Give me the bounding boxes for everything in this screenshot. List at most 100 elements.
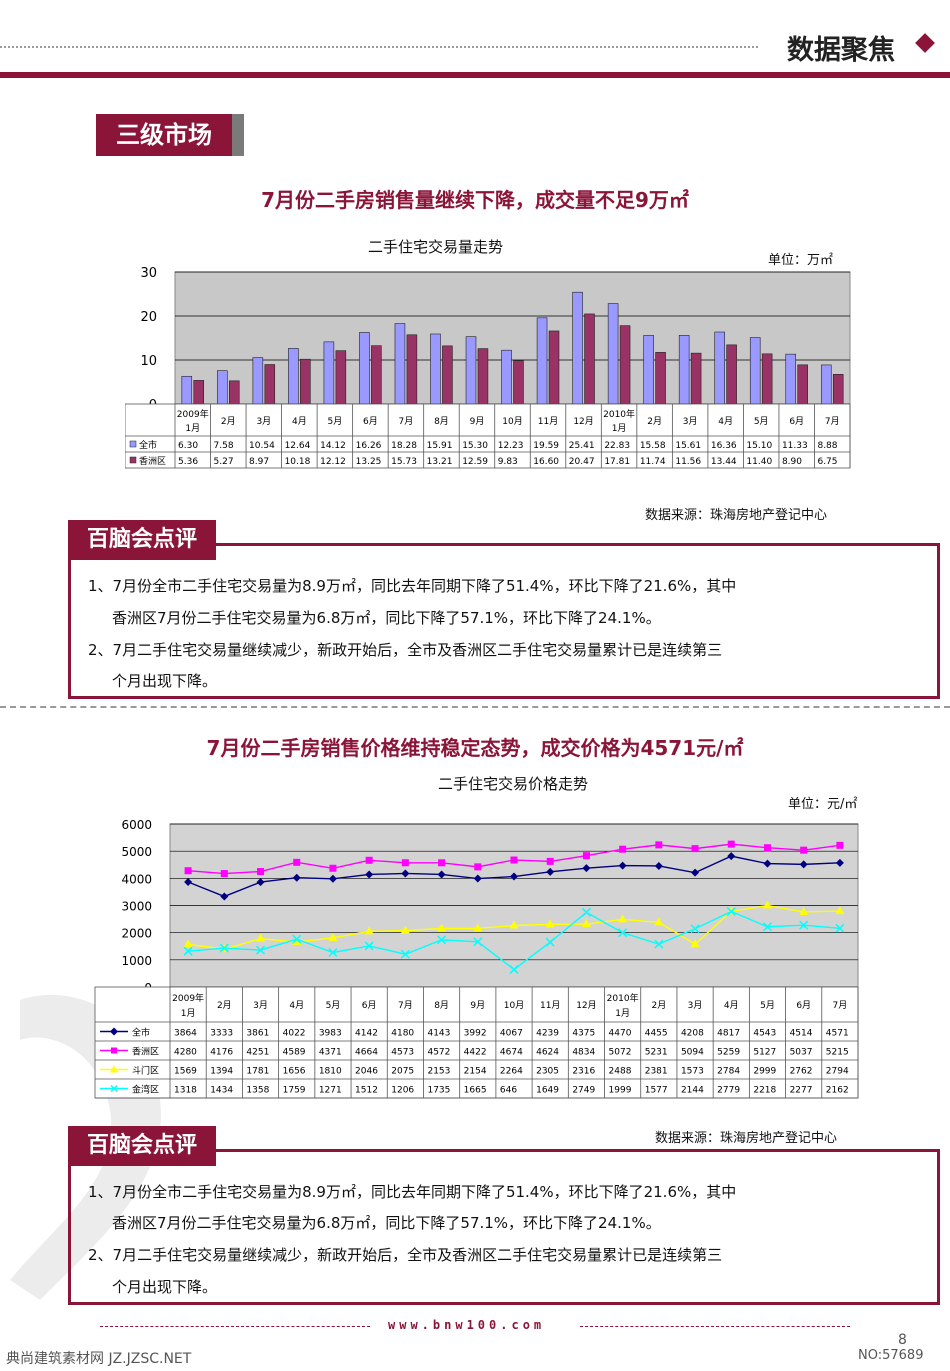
point-x — [545, 937, 555, 947]
point-diamond — [256, 878, 265, 887]
x-tick-label: 7月 — [398, 1000, 413, 1011]
data-label: 13.21 — [427, 457, 453, 467]
data-label: 1656 — [283, 1067, 306, 1077]
data-label: 1573 — [681, 1067, 704, 1077]
x-tick-label: 2009年 — [177, 408, 209, 420]
data-label: 8.97 — [249, 457, 269, 467]
bar-xiangzhou — [228, 380, 240, 405]
data-label: 4834 — [572, 1048, 595, 1058]
point-square — [257, 868, 265, 876]
y-tick-label: 10 — [140, 354, 157, 369]
comment1-line-3: 2、7月二手住宅交易量继续减少，新政开始后，全市及香洲区二手住宅交易量累计已是连… — [88, 641, 723, 659]
data-label: 2316 — [572, 1067, 595, 1077]
point-triangle — [545, 919, 555, 928]
data-label: 15.73 — [391, 457, 417, 467]
data-label: 4067 — [500, 1029, 523, 1039]
point-square — [582, 852, 590, 860]
section-tag-shadow — [232, 114, 244, 156]
data-label: 8.90 — [782, 457, 802, 467]
data-label: 2154 — [464, 1067, 487, 1077]
point-triangle — [799, 906, 809, 915]
data-label: 1810 — [319, 1067, 342, 1077]
x-tick-label: 9月 — [470, 1000, 485, 1011]
y-tick-label: 4000 — [121, 872, 152, 886]
data-label: 2162 — [826, 1086, 849, 1096]
bar-all-city — [714, 331, 725, 405]
x-tick-label: 3月 — [253, 1000, 268, 1011]
data-label: 16.36 — [711, 441, 737, 451]
legend-label: 斗门区 — [132, 1065, 159, 1077]
data-label: 4543 — [753, 1029, 776, 1039]
data-label: 4572 — [427, 1048, 450, 1058]
point-triangle — [473, 923, 483, 932]
comment2-box — [68, 1149, 940, 1305]
bar-all-city — [785, 353, 797, 405]
data-label: 7.58 — [214, 441, 234, 451]
point-diamond — [365, 870, 374, 879]
x-tick-label: 2月 — [651, 1000, 666, 1011]
bar-all-city — [643, 335, 654, 405]
x-tick-label: 6月 — [363, 416, 378, 427]
data-label: 1781 — [246, 1067, 269, 1077]
data-label: 4624 — [536, 1048, 559, 1058]
point-x — [364, 941, 374, 951]
point-x — [690, 924, 700, 934]
footer-rule-left — [100, 1326, 370, 1327]
bar-all-city — [181, 375, 193, 405]
data-label: 2144 — [681, 1086, 704, 1096]
data-label: 13.25 — [356, 457, 382, 467]
data-label: 25.41 — [569, 441, 595, 451]
chart2-source: 数据来源：珠海房地产登记中心 — [655, 1131, 838, 1146]
data-label: 8.88 — [817, 441, 837, 451]
data-label: 3992 — [464, 1029, 487, 1039]
x-tick-label: 4月 — [718, 416, 733, 427]
data-label: 5259 — [717, 1048, 740, 1058]
point-diamond — [691, 868, 700, 877]
data-label: 5231 — [645, 1048, 668, 1058]
point-triangle — [364, 926, 374, 935]
bar-all-city — [359, 332, 370, 405]
data-label: 11.56 — [675, 457, 701, 467]
y-tick-label: 5000 — [121, 845, 152, 859]
x-tick-label: 1月 — [615, 1008, 630, 1019]
data-label: 20.47 — [569, 457, 595, 467]
chart2-title: 二手住宅交易价格走势 — [438, 775, 589, 793]
footer-url[interactable]: www.bnw100.com — [388, 1318, 546, 1332]
comment2-line-1: 1、7月份全市二手住宅交易量为8.9万㎡，同比去年同期下降了51.4%，环比下降… — [88, 1183, 737, 1201]
header-bar — [0, 72, 950, 78]
point-diamond — [799, 860, 808, 869]
x-tick-label: 2月 — [647, 416, 662, 427]
point-triangle — [835, 906, 845, 915]
data-label: 4251 — [246, 1048, 269, 1058]
point-square — [619, 845, 627, 853]
comment2-line-2: 香洲区7月份二手住宅交易量为6.8万㎡，同比下降了57.1%，环比下降了24.1… — [112, 1214, 661, 1232]
data-label: 2153 — [427, 1067, 450, 1077]
legend-label: 香洲区 — [132, 1047, 159, 1058]
data-label: 4571 — [826, 1029, 849, 1039]
data-label: 3333 — [210, 1029, 233, 1039]
data-label: 4142 — [355, 1029, 378, 1039]
x-tick-label: 4月 — [289, 1000, 304, 1011]
comment2-line-3: 2、7月二手住宅交易量继续减少，新政开始后，全市及香洲区二手住宅交易量累计已是连… — [88, 1246, 723, 1264]
point-square — [293, 858, 301, 866]
data-label: 17.81 — [604, 457, 630, 467]
bar-xiangzhou — [761, 353, 773, 405]
data-label: 646 — [500, 1086, 517, 1096]
data-label: 15.58 — [640, 441, 666, 451]
bar-xiangzhou — [406, 334, 418, 405]
bar-all-city — [749, 337, 761, 405]
bar-xiangzhou — [264, 364, 276, 405]
x-tick-label: 1月 — [612, 423, 627, 434]
point-x — [183, 946, 193, 956]
bar-all-city — [465, 336, 477, 405]
data-label: 3861 — [246, 1029, 269, 1039]
bar-all-city — [501, 349, 512, 405]
data-label: 1649 — [536, 1086, 559, 1096]
x-tick-label: 1月 — [185, 423, 200, 434]
point-x — [328, 947, 338, 958]
data-label: 9.83 — [498, 457, 518, 467]
y-tick-label: 6000 — [121, 818, 152, 832]
watermark-right: NO:57689 — [858, 1348, 924, 1363]
x-tick-label: 11月 — [540, 1000, 560, 1011]
x-tick-label: 7月 — [833, 1000, 848, 1011]
